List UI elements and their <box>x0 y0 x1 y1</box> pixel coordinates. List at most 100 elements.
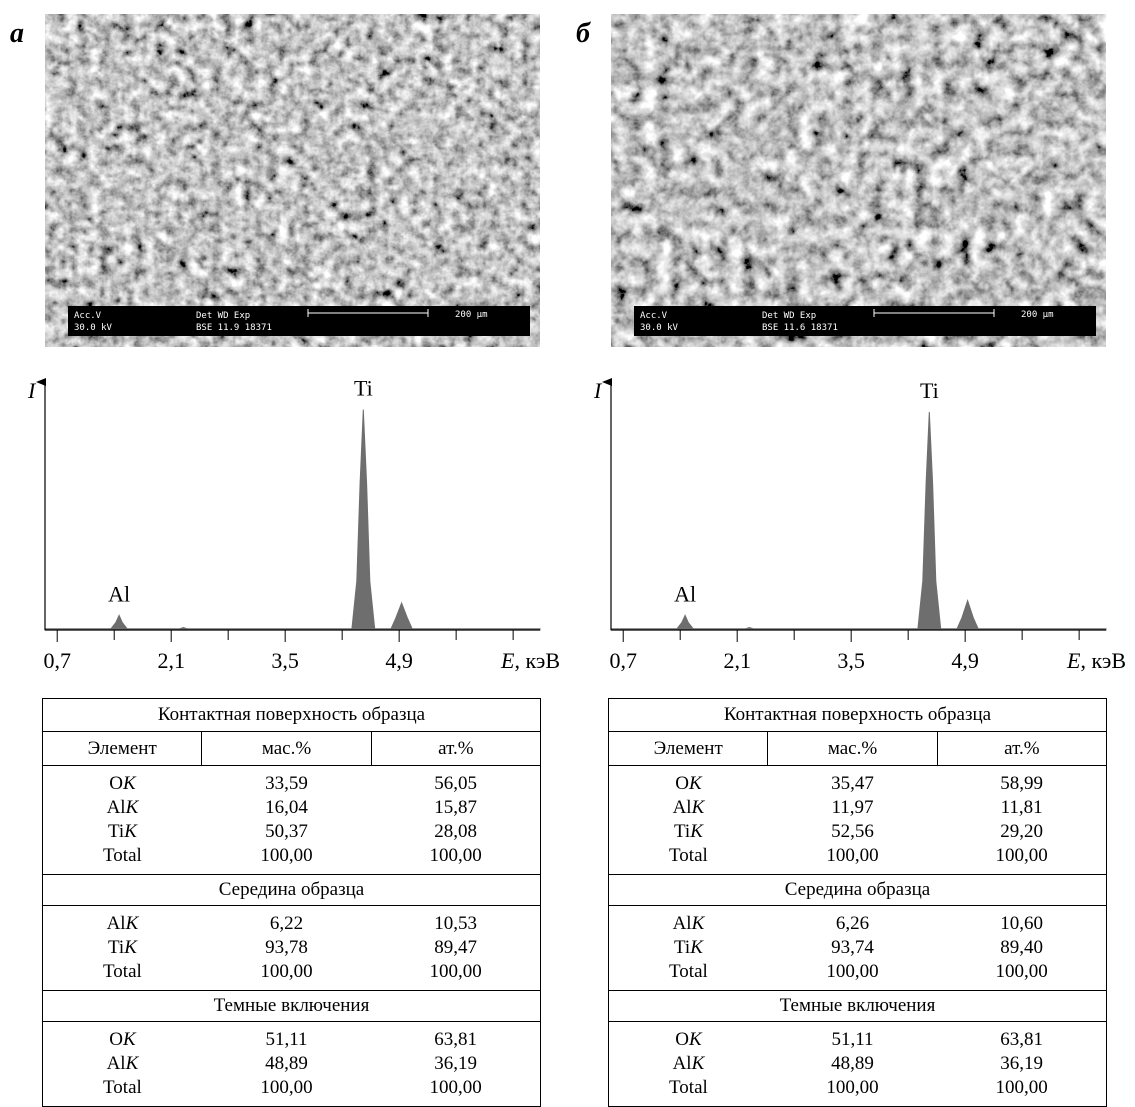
value-cell: 36,19 <box>371 1052 540 1076</box>
section-title: Контактная поверхность образца <box>609 699 1107 732</box>
sem-info: Det WD Exp <box>196 311 250 321</box>
value-cell: 51,11 <box>202 1022 371 1053</box>
value-cell: 100,00 <box>202 1076 371 1107</box>
element-cell: Total <box>609 960 768 991</box>
x-tick-label: 3,5 <box>837 648 865 673</box>
y-axis-label: I <box>593 378 603 403</box>
column-header: мас.% <box>202 732 371 766</box>
x-tick-label: 2,1 <box>723 648 751 673</box>
sem-info: BSE 11.9 18371 <box>196 323 272 333</box>
column-header: ат.% <box>371 732 540 766</box>
value-cell: 50,37 <box>202 820 371 844</box>
element-cell: TiK <box>43 936 202 960</box>
value-cell: 63,81 <box>937 1022 1106 1053</box>
element-cell: AlK <box>609 796 768 820</box>
element-cell: AlK <box>609 1052 768 1076</box>
column-header: Элемент <box>609 732 768 766</box>
value-cell: 100,00 <box>202 844 371 875</box>
element-cell: Total <box>43 1076 202 1107</box>
element-cell: OK <box>43 1022 202 1053</box>
x-axis-label: E, кэВ <box>1066 648 1126 673</box>
element-cell: AlK <box>43 906 202 937</box>
value-cell: 35,47 <box>768 766 937 797</box>
element-cell: TiK <box>609 936 768 960</box>
value-cell: 56,05 <box>371 766 540 797</box>
value-cell: 93,74 <box>768 936 937 960</box>
section-title: Середина образца <box>43 875 541 906</box>
panel-label: а <box>10 18 24 49</box>
y-axis-label: I <box>27 378 37 403</box>
x-tick-label: 4,9 <box>951 648 979 673</box>
element-cell: AlK <box>43 796 202 820</box>
element-cell: AlK <box>609 906 768 937</box>
scale-label: 200 µm <box>1021 310 1054 320</box>
x-tick-label: 2,1 <box>157 648 185 673</box>
value-cell: 48,89 <box>202 1052 371 1076</box>
figure: а Acc.V 30.0 kV Det WD Exp BSE 11.9 18371 200… <box>0 0 1135 700</box>
section-title: Темные включения <box>43 991 541 1022</box>
value-cell: 100,00 <box>768 960 937 991</box>
column-header: мас.% <box>768 732 937 766</box>
sem-info: Acc.V <box>640 311 668 321</box>
value-cell: 63,81 <box>371 1022 540 1053</box>
page: а Acc.V 30.0 kV Det WD Exp BSE 11.9 18371 200… <box>0 0 1135 1103</box>
peak-label: Al <box>108 581 130 606</box>
value-cell: 100,00 <box>937 960 1106 991</box>
peak-label: Al <box>674 581 696 606</box>
value-cell: 100,00 <box>371 844 540 875</box>
element-cell: AlK <box>43 1052 202 1076</box>
value-cell: 100,00 <box>371 1076 540 1107</box>
section-title: Контактная поверхность образца <box>43 699 541 732</box>
element-cell: Total <box>43 844 202 875</box>
value-cell: 89,47 <box>371 936 540 960</box>
element-cell: OK <box>609 1022 768 1053</box>
value-cell: 29,20 <box>937 820 1106 844</box>
value-cell: 28,08 <box>371 820 540 844</box>
section-title: Темные включения <box>609 991 1107 1022</box>
value-cell: 89,40 <box>937 936 1106 960</box>
element-cell: OK <box>609 766 768 797</box>
x-tick-label: 3,5 <box>271 648 299 673</box>
value-cell: 6,26 <box>768 906 937 937</box>
x-tick-label: 4,9 <box>385 648 413 673</box>
panel-label: б <box>576 18 591 49</box>
value-cell: 16,04 <box>202 796 371 820</box>
value-cell: 10,60 <box>937 906 1106 937</box>
value-cell: 36,19 <box>937 1052 1106 1076</box>
value-cell: 100,00 <box>768 844 937 875</box>
element-cell: TiK <box>609 820 768 844</box>
element-cell: TiK <box>43 820 202 844</box>
value-cell: 6,22 <box>202 906 371 937</box>
x-axis-label: E, кэВ <box>500 648 560 673</box>
sem-info: BSE 11.6 18371 <box>762 323 838 333</box>
sem-info: 30.0 kV <box>74 323 113 333</box>
value-cell: 100,00 <box>937 1076 1106 1107</box>
column-header: Элемент <box>43 732 202 766</box>
peak-label: Ti <box>354 376 373 401</box>
value-cell: 51,11 <box>768 1022 937 1053</box>
element-cell: Total <box>609 1076 768 1107</box>
value-cell: 15,87 <box>371 796 540 820</box>
value-cell: 100,00 <box>371 960 540 991</box>
scale-label: 200 µm <box>455 310 488 320</box>
value-cell: 48,89 <box>768 1052 937 1076</box>
element-cell: Total <box>43 960 202 991</box>
element-cell: OK <box>43 766 202 797</box>
value-cell: 11,97 <box>768 796 937 820</box>
sem-info: 30.0 kV <box>640 323 679 333</box>
value-cell: 100,00 <box>937 844 1106 875</box>
value-cell: 58,99 <box>937 766 1106 797</box>
value-cell: 33,59 <box>202 766 371 797</box>
peak-label: Ti <box>920 378 939 403</box>
element-cell: Total <box>609 844 768 875</box>
sem-image <box>611 14 1106 347</box>
section-title: Середина образца <box>609 875 1107 906</box>
value-cell: 100,00 <box>202 960 371 991</box>
x-tick-label: 0,7 <box>609 648 637 673</box>
sem-image <box>45 14 540 347</box>
value-cell: 52,56 <box>768 820 937 844</box>
